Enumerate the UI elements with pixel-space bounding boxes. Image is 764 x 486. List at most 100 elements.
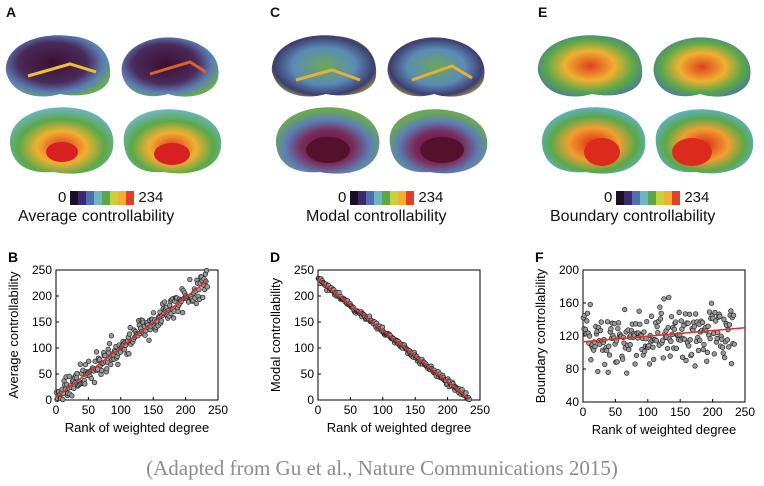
data-point: [701, 341, 707, 348]
data-point: [74, 370, 80, 377]
data-point: [126, 351, 132, 357]
y-tick-label: 150: [294, 315, 314, 329]
scatter-plot-b: B 0 50 100 150 200 250 0 50 100 150 200 250 Rank of w…: [6, 249, 228, 435]
scatter-points: [580, 294, 737, 376]
data-point: [99, 367, 105, 374]
data-point: [671, 326, 677, 332]
y-tick-label: 150: [32, 315, 52, 329]
y-tick-label: 200: [294, 289, 314, 303]
data-point: [673, 345, 680, 351]
brain-lateral-right: [387, 37, 485, 97]
y-tick-label: 160: [559, 296, 579, 310]
data-point: [666, 294, 672, 301]
data-point: [77, 361, 83, 367]
data-point: [127, 324, 133, 331]
data-point: [721, 316, 727, 322]
x-tick-label: 200: [703, 405, 723, 419]
data-point: [71, 385, 77, 392]
data-point: [170, 315, 177, 321]
colorbar-segment: [382, 190, 391, 205]
data-point: [699, 319, 706, 326]
data-point: [687, 337, 693, 343]
data-point: [679, 354, 686, 360]
colorbar-segment: [672, 190, 681, 205]
colorbar-modal: 0 234: [338, 189, 443, 206]
y-tick-label: 120: [559, 329, 579, 343]
y-tick-label: 200: [32, 289, 52, 303]
data-point: [658, 310, 664, 317]
data-point: [633, 352, 640, 359]
trend-line: [317, 278, 471, 400]
data-point: [86, 358, 92, 364]
colorbar-segment: [94, 190, 103, 205]
data-point: [126, 331, 133, 337]
data-point: [678, 318, 684, 324]
data-point: [660, 355, 666, 361]
data-point: [682, 336, 688, 342]
panel-letter: F: [535, 249, 544, 265]
brain-map-modal: [271, 35, 488, 174]
data-point: [204, 284, 210, 290]
data-point: [668, 338, 674, 344]
x-tick-label: 0: [53, 403, 60, 417]
data-point: [654, 323, 660, 330]
data-point: [624, 370, 630, 376]
data-point: [711, 351, 717, 357]
x-tick-label: 150: [405, 403, 425, 417]
data-point: [97, 356, 103, 363]
y-tick-label: 250: [294, 263, 314, 277]
y-axis-label: Boundary controllability: [533, 268, 548, 403]
scatter-plot-f: F 0 50 100 150 200 250 40 80 120 160 200 Rank of wei…: [533, 249, 755, 437]
y-tick-label: 50: [301, 367, 315, 381]
x-tick-label: 50: [609, 405, 623, 419]
colorbar-segment: [624, 190, 633, 205]
data-point: [720, 350, 726, 356]
colorbar-segment: [640, 190, 649, 205]
data-point: [619, 356, 626, 362]
data-point: [661, 296, 667, 302]
data-point: [614, 359, 620, 365]
data-point: [115, 361, 121, 368]
data-point: [721, 354, 728, 361]
caption-boundary: Boundary controllability: [550, 208, 716, 225]
data-point: [686, 311, 693, 317]
data-point: [695, 347, 702, 354]
data-point: [641, 329, 647, 335]
colorbar-segment: [616, 190, 625, 205]
colorbar-strip: [70, 190, 135, 205]
data-point: [655, 329, 661, 336]
data-point: [93, 349, 100, 355]
data-point: [726, 322, 733, 328]
data-point: [650, 344, 656, 350]
data-point: [82, 361, 89, 368]
data-point: [106, 341, 113, 347]
y-tick-label: 40: [566, 395, 580, 409]
data-point: [595, 368, 601, 375]
data-point: [187, 276, 193, 283]
data-point: [700, 346, 706, 353]
data-point: [730, 312, 737, 318]
data-point: [693, 311, 699, 317]
data-point: [161, 299, 168, 305]
colorbar-min-label: 0: [604, 189, 613, 206]
trend-line: [55, 279, 209, 399]
data-point: [622, 306, 628, 313]
data-point: [60, 396, 66, 403]
data-point: [146, 337, 152, 343]
data-point: [706, 309, 713, 315]
data-point: [193, 300, 199, 307]
colorbar-segment: [656, 190, 665, 205]
data-point: [604, 319, 611, 325]
x-tick-label: 150: [143, 403, 163, 417]
y-tick-label: 50: [39, 367, 53, 381]
data-point: [200, 294, 206, 301]
x-axis-label: Rank of weighted degree: [327, 420, 472, 435]
panel-letter: B: [8, 249, 18, 265]
colorbar-min-label: 0: [338, 189, 347, 206]
data-point: [336, 289, 342, 296]
colorbar-segment: [110, 190, 119, 205]
scatter-plot-d: D 0 50 100 150 200 250 0 50 100 150 200 250 Rank of w…: [268, 249, 490, 435]
data-point: [683, 357, 689, 364]
data-point: [667, 353, 673, 359]
data-point: [615, 320, 622, 326]
